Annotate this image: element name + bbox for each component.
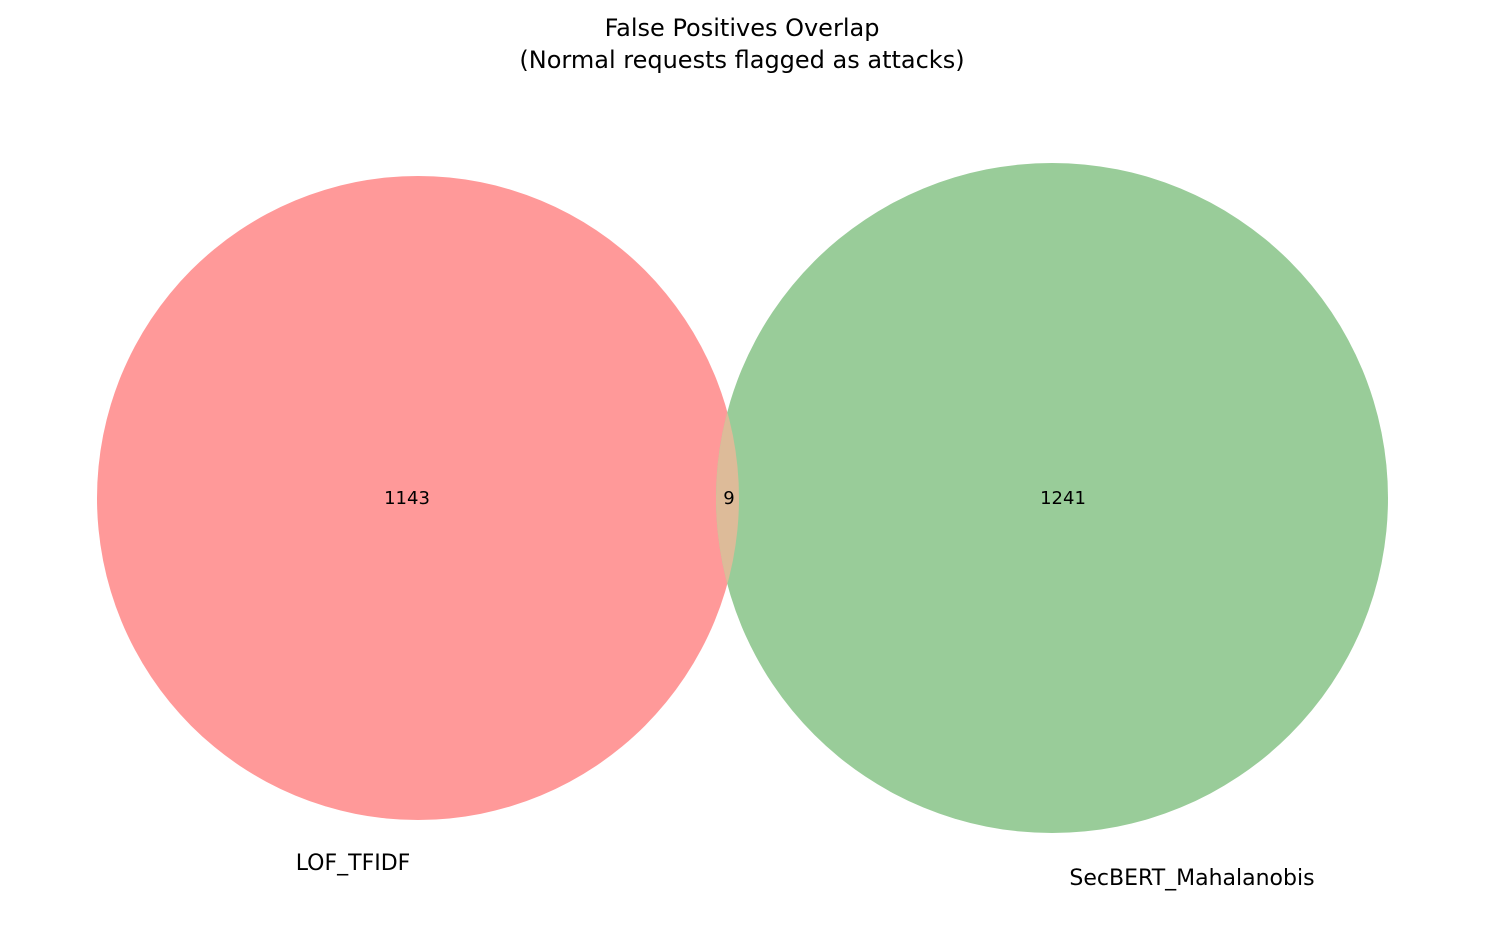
lof-tfidf-label: LOF_TFIDF (296, 851, 411, 876)
lof-tfidf-only-count: 1143 (384, 488, 430, 509)
secbert-mahalanobis-only-count: 1241 (1040, 488, 1086, 509)
secbert-mahalanobis-circle (716, 163, 1388, 833)
secbert-mahalanobis-label: SecBERT_Mahalanobis (1069, 866, 1314, 891)
overlap-count: 9 (723, 488, 734, 509)
chart-title-line1: False Positives Overlap (605, 14, 880, 42)
chart-title-line2: (Normal requests flagged as attacks) (519, 46, 964, 74)
lof-tfidf-circle (97, 176, 739, 820)
